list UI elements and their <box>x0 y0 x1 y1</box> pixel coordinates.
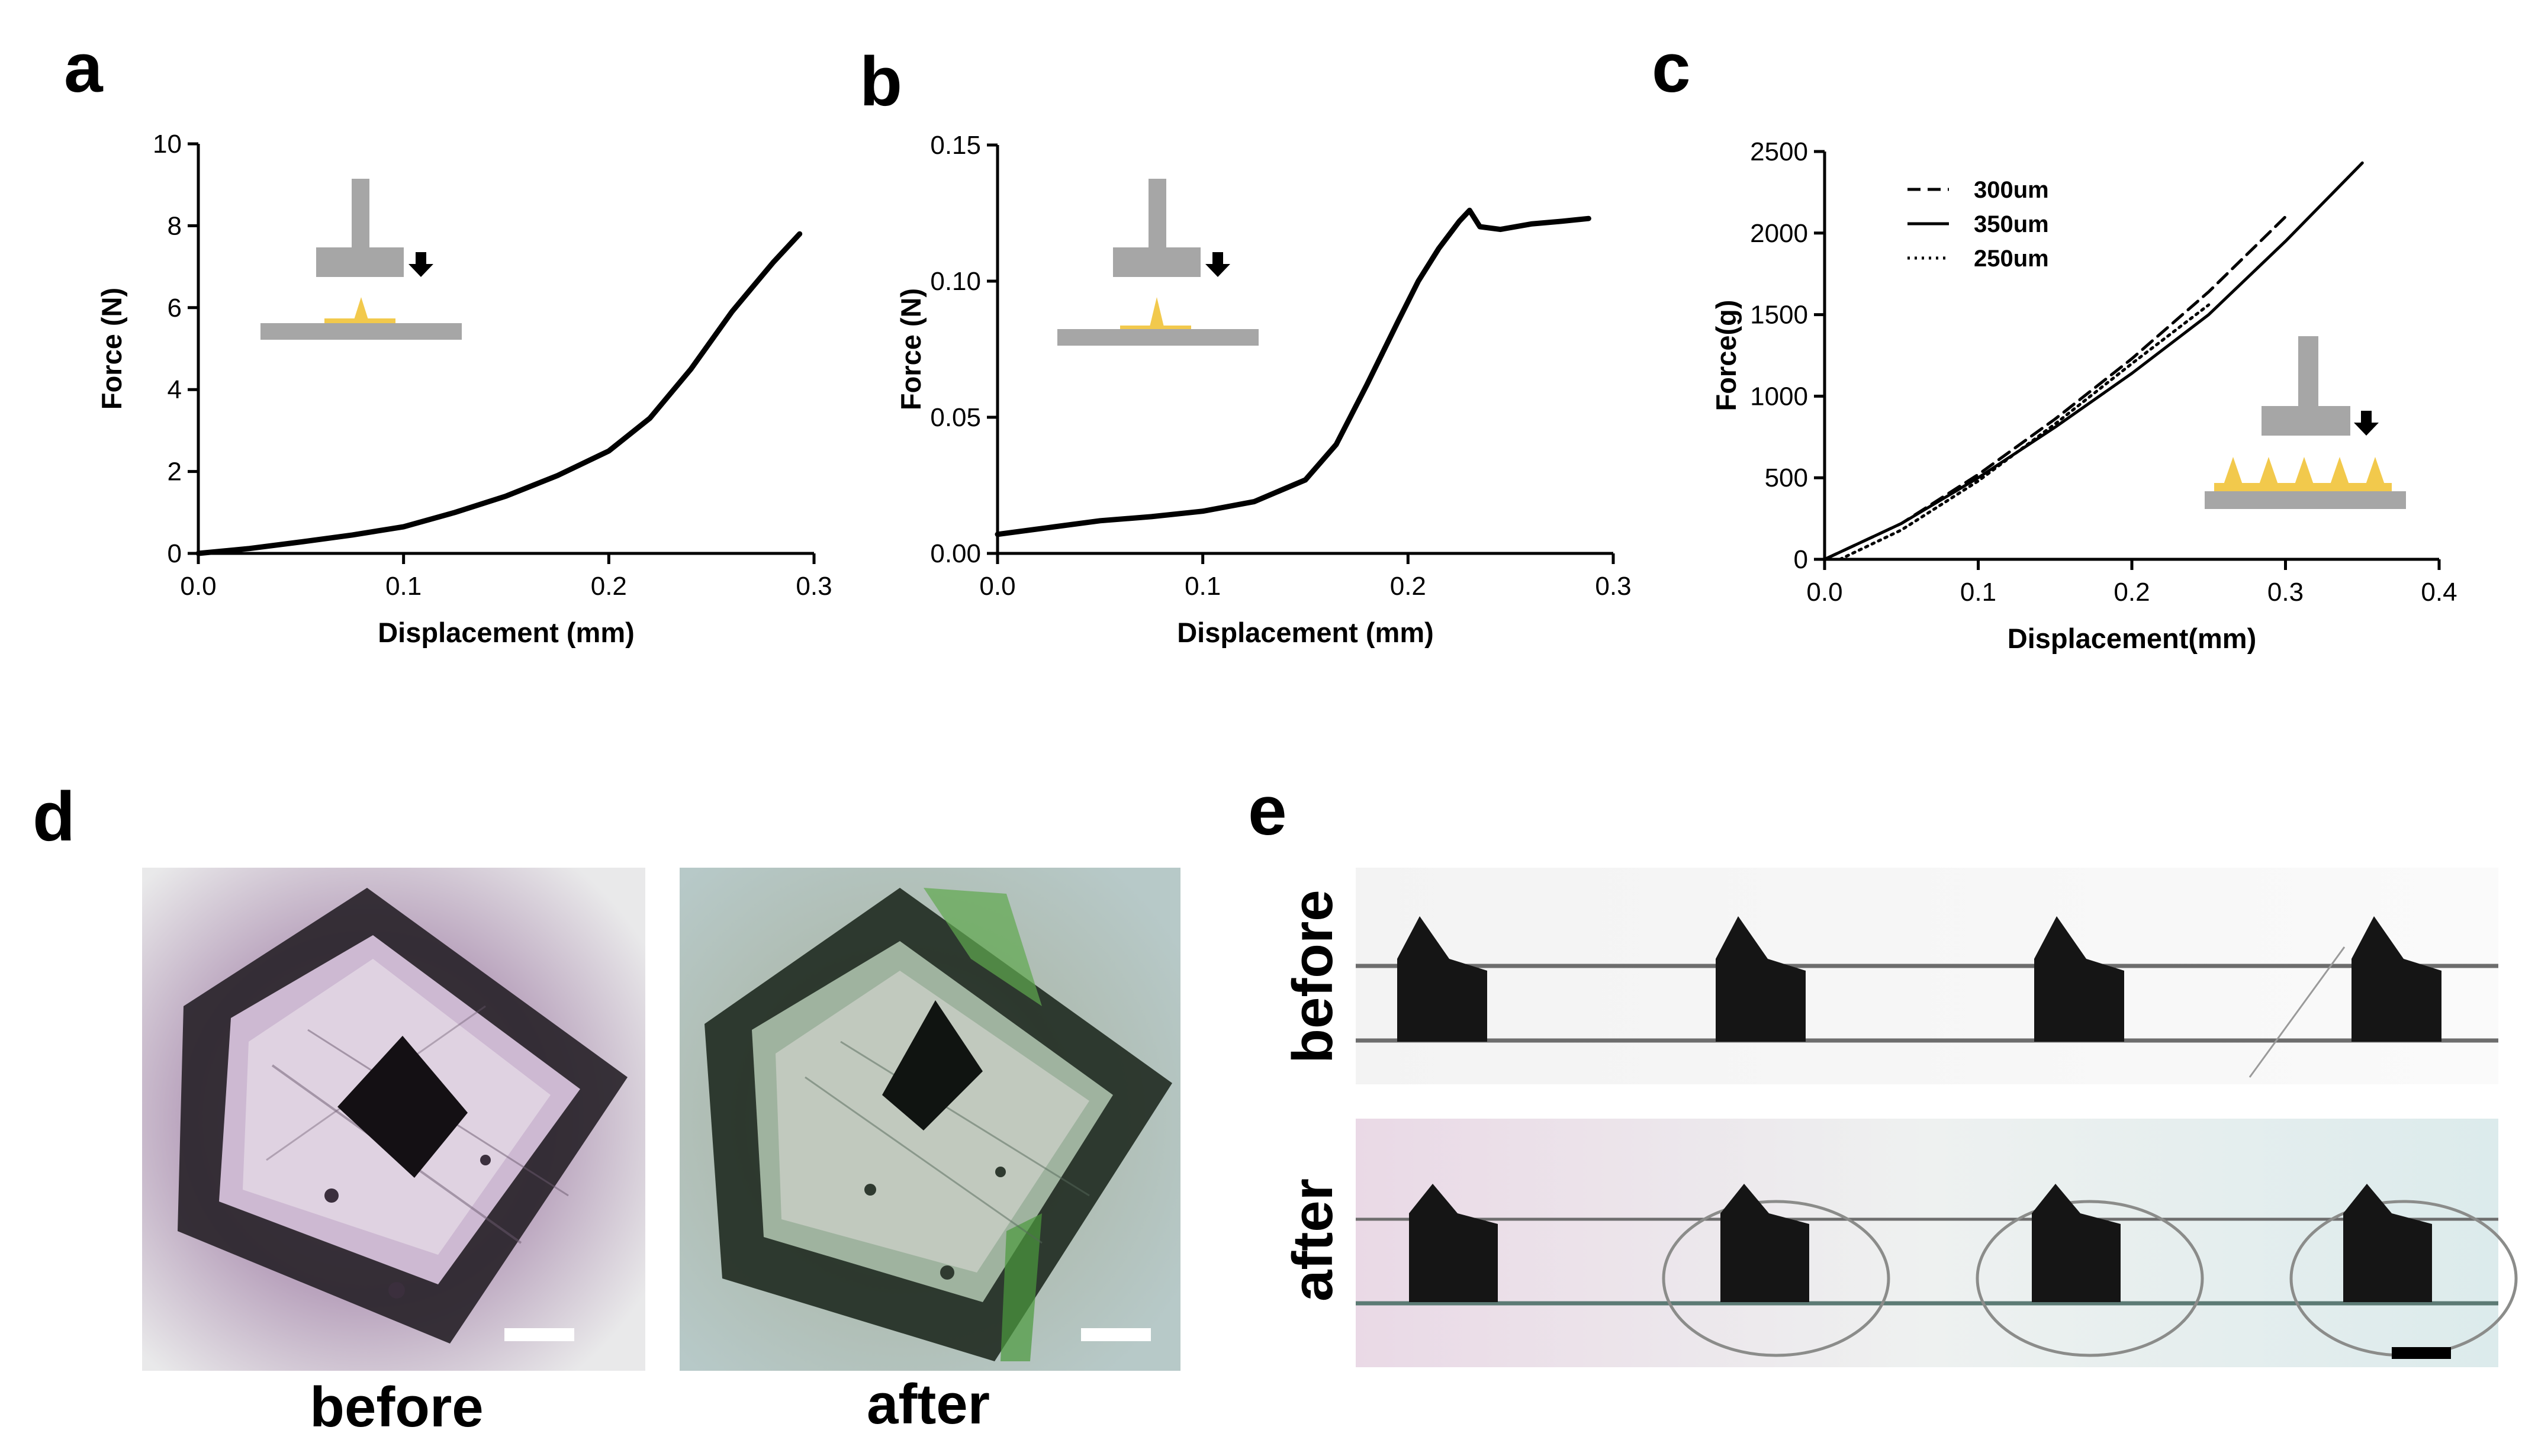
platform <box>2205 491 2406 509</box>
x-tick-label: 0.2 <box>1390 572 1426 601</box>
x-axis-title: Displacement (mm) <box>1177 617 1434 648</box>
y-tick-label: 2 <box>168 458 182 487</box>
x-tick-label: 0.0 <box>180 572 216 601</box>
y-tick-label: 2500 <box>1750 137 1808 166</box>
inset-schematic-a <box>260 179 462 340</box>
arrow-down-icon <box>1205 252 1230 277</box>
y-tick-label: 500 <box>1765 463 1808 492</box>
photo-e-after <box>1356 1119 2518 1367</box>
panel-letter-c: c <box>1652 29 1691 107</box>
series-line-b-0 <box>995 207 1591 537</box>
needle-base <box>1120 326 1191 330</box>
microneedle-icon <box>2257 457 2280 491</box>
microneedle-icon <box>354 297 368 320</box>
arrow-down-icon <box>408 252 433 277</box>
series-line-250um <box>1838 303 2211 561</box>
inset-schematic-b <box>1057 179 1259 346</box>
x-tick-label: 0.1 <box>1185 572 1221 601</box>
x-axis-title: Displacement(mm) <box>2008 623 2257 654</box>
photo-e-before <box>1356 868 2498 1084</box>
microneedle-icon <box>2328 457 2351 491</box>
inset-schematic-c <box>2205 336 2406 509</box>
microneedle-icon <box>2221 457 2245 491</box>
probe-head <box>1113 247 1201 277</box>
panel-letter-b: b <box>860 43 902 121</box>
photo-label-d-after: after <box>867 1373 990 1436</box>
x-tick-label: 0.1 <box>385 572 422 601</box>
scale-bar <box>1081 1328 1151 1341</box>
x-tick-label: 0.2 <box>591 572 627 601</box>
y-tick-label: 10 <box>153 130 182 159</box>
y-tick-label: 1000 <box>1750 382 1808 411</box>
x-tick-label: 0.1 <box>1960 578 1996 607</box>
x-axis-title: Displacement (mm) <box>378 617 635 648</box>
y-tick-label: 1500 <box>1750 301 1808 330</box>
arrow-down-icon <box>2354 411 2379 436</box>
microneedle-icon <box>1150 297 1164 327</box>
legend-label-300um: 300um <box>1974 177 2049 203</box>
legend-label-350um: 350um <box>1974 211 2049 237</box>
series-line-a-0 <box>195 231 803 556</box>
y-axis-title: Force(g) <box>1710 300 1742 411</box>
y-tick-label: 0 <box>168 539 182 568</box>
x-tick-label: 0.4 <box>2421 578 2457 607</box>
chart-a: 0.0 0.1 0.2 0.3 0 2 4 6 8 10 Displacement (mm) Forc… <box>96 130 832 648</box>
y-axis-title: Force (N) <box>895 288 927 410</box>
probe-head <box>316 247 404 277</box>
legend-label-250um: 250um <box>1974 246 2049 272</box>
chart-b: 0.0 0.1 0.2 0.3 0.00 0.05 0.10 0.15 Displacement… <box>895 131 1632 648</box>
y-tick-label: 0 <box>1794 545 1808 574</box>
y-tick-label: 0.15 <box>930 131 981 160</box>
y-tick-label: 0.10 <box>930 267 981 296</box>
probe-head <box>2262 406 2350 436</box>
needle-base <box>2214 483 2392 492</box>
probe-shaft <box>1149 179 1166 255</box>
microneedle-icon <box>2292 457 2316 491</box>
series-line-350um <box>1823 161 2364 561</box>
y-tick-label: 4 <box>168 375 182 404</box>
scale-bar <box>2392 1347 2451 1359</box>
x-tick-label: 0.0 <box>1806 578 1842 607</box>
x-tick-label: 0.0 <box>979 572 1015 601</box>
photo-label-e-after: after <box>1281 1178 1344 1302</box>
y-tick-label: 2000 <box>1750 219 1808 248</box>
panel-letter-e: e <box>1248 772 1287 850</box>
photo-d-after <box>680 868 1180 1371</box>
platform <box>260 323 462 340</box>
panel-letter-d: d <box>33 778 75 856</box>
photo-d-before <box>142 868 645 1371</box>
platform <box>1057 329 1259 346</box>
photo-label-e-before: before <box>1281 890 1344 1063</box>
y-tick-label: 8 <box>168 211 182 240</box>
chart-c: 0.0 0.1 0.2 0.3 0.4 0 500 1000 1500 2000 2500 Displ… <box>1710 137 2457 654</box>
x-tick-label: 0.3 <box>2267 578 2304 607</box>
probe-shaft <box>2298 336 2318 414</box>
y-tick-label: 6 <box>168 294 182 323</box>
microneedle-icon <box>2363 457 2387 491</box>
x-tick-label: 0.3 <box>796 572 832 601</box>
scale-bar <box>504 1328 574 1341</box>
photo-label-d-before: before <box>310 1376 483 1439</box>
panel-letter-a: a <box>64 29 104 107</box>
needle-base <box>324 318 395 323</box>
x-tick-label: 0.3 <box>1595 572 1631 601</box>
x-tick-label: 0.2 <box>2114 578 2150 607</box>
y-tick-label: 0.05 <box>930 403 981 432</box>
y-axis-title: Force (N) <box>96 288 127 410</box>
y-tick-label: 0.00 <box>930 539 981 568</box>
probe-shaft <box>352 179 369 255</box>
